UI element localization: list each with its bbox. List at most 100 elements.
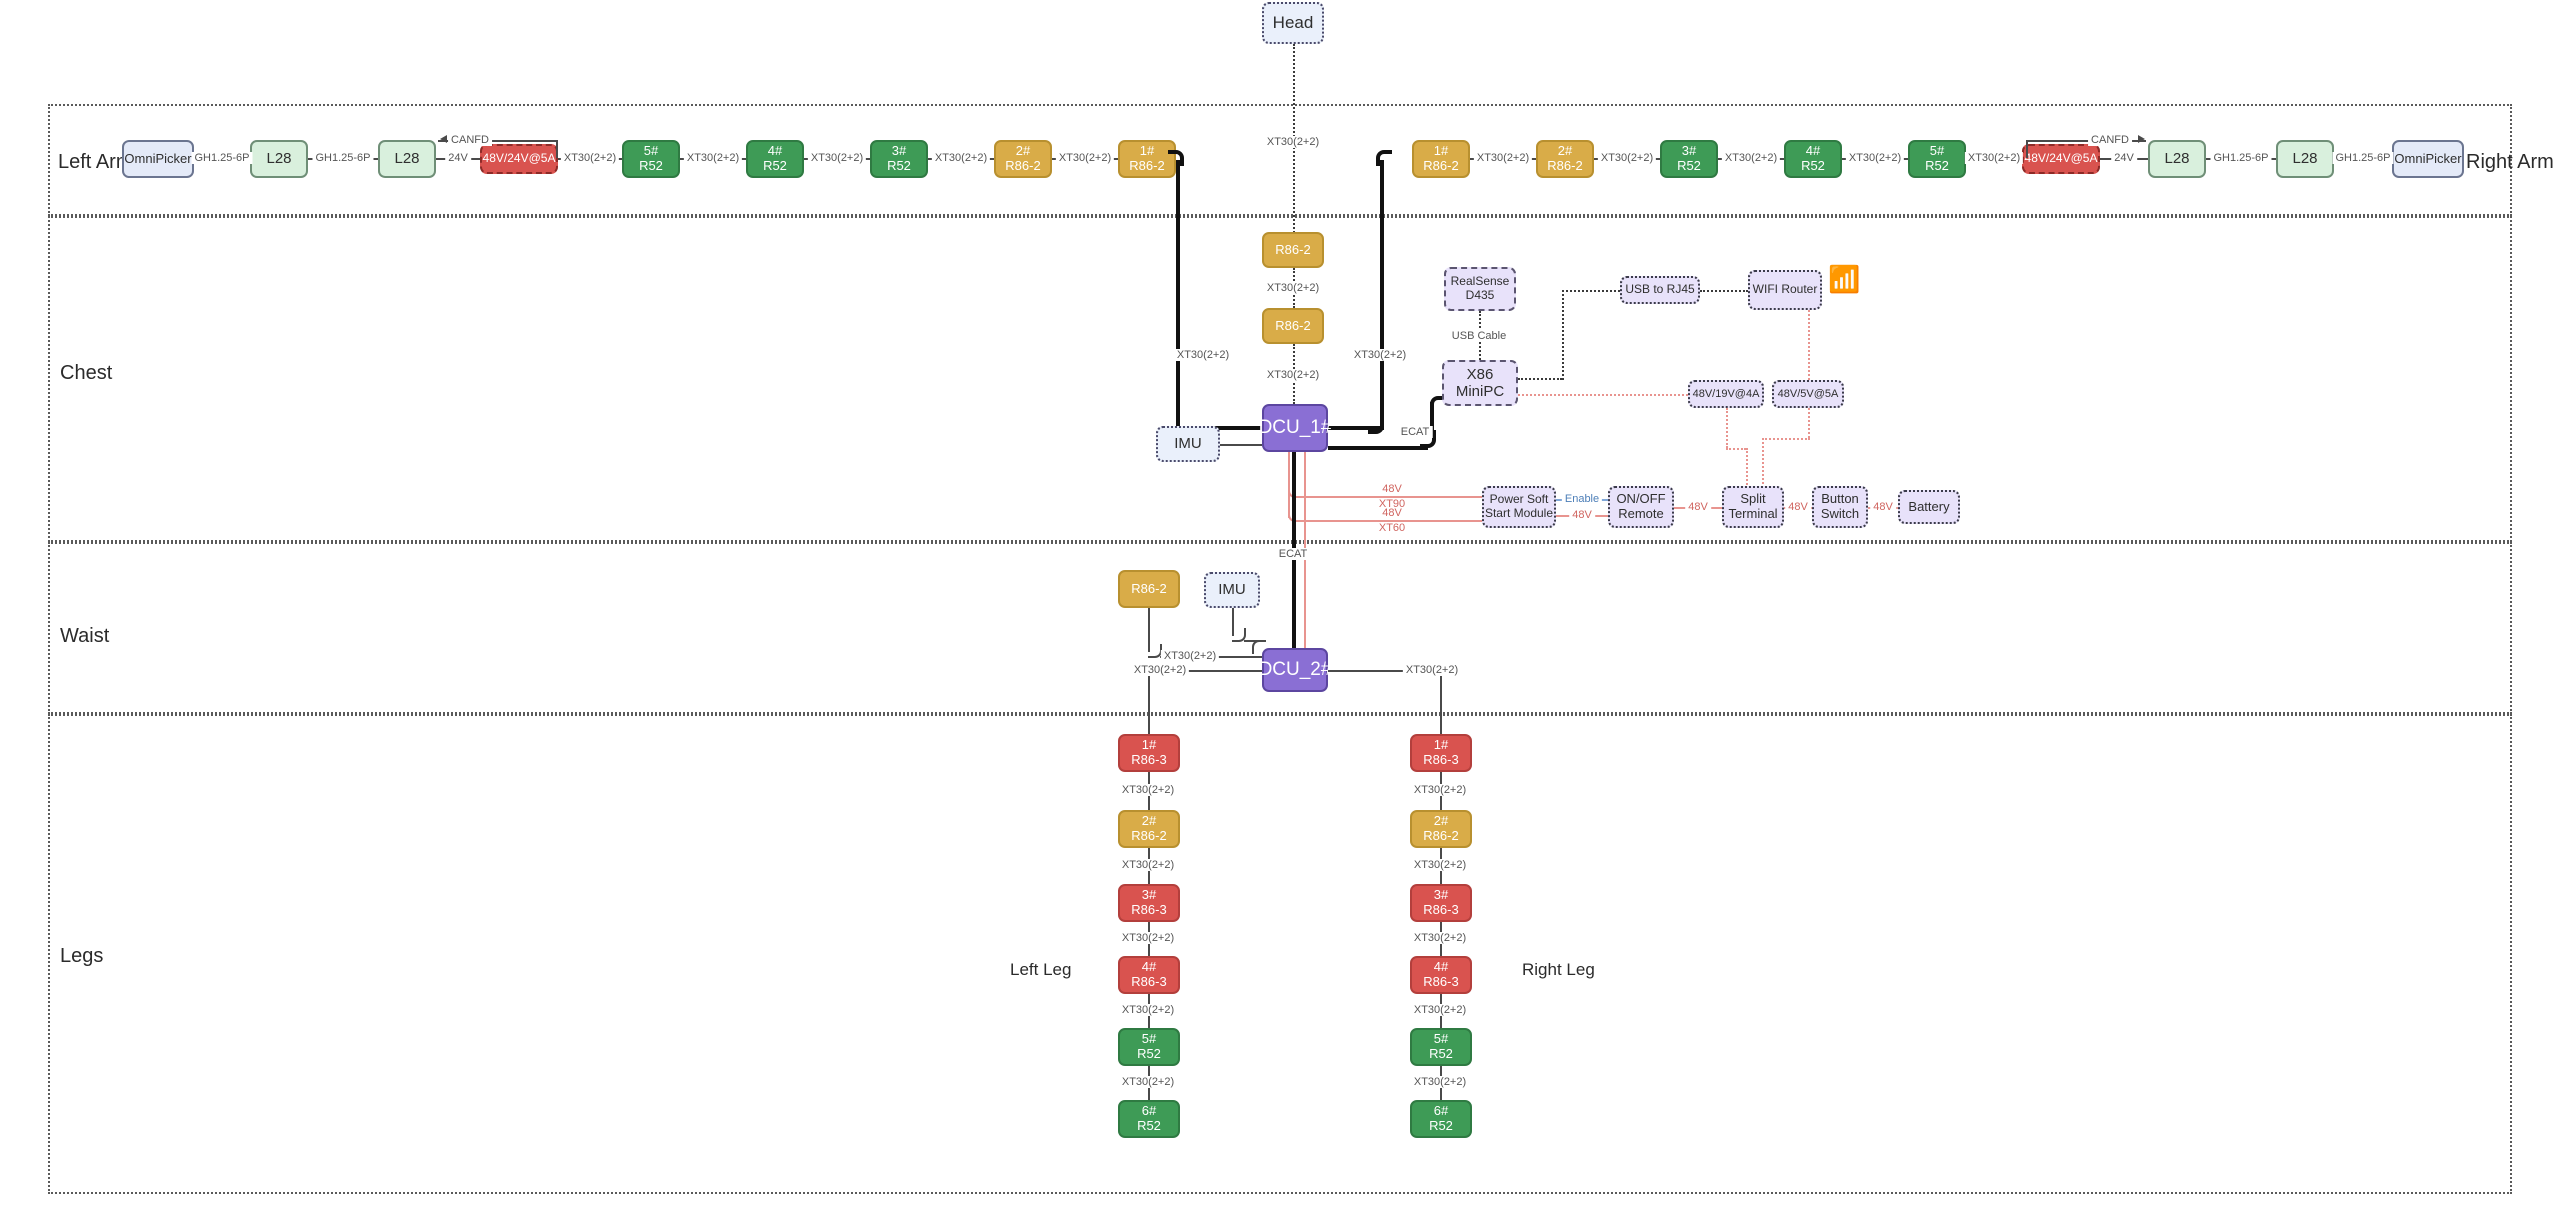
- node-left-leg-5-r52[interactable]: 5# R52: [1118, 1028, 1180, 1066]
- wire-ecat-v: [1430, 402, 1434, 432]
- node-label-line1: RealSense: [1450, 274, 1510, 289]
- wire-la-canfd-drop: [556, 140, 558, 158]
- node-left-leg-3-r86-3[interactable]: 3# R86-3: [1118, 884, 1180, 922]
- node-label-line2: MiniPC: [1455, 383, 1505, 400]
- wire-label-ra-2: XT30(2+2): [1721, 152, 1781, 164]
- node-left-arm-2-r86-2[interactable]: 2# R86-2: [994, 140, 1052, 178]
- node-left-arm-1-r86-2[interactable]: 1# R86-2: [1118, 140, 1176, 178]
- node-left-arm-5-r52[interactable]: 5# R52: [622, 140, 680, 178]
- node-label-line1: 6#: [1433, 1103, 1449, 1119]
- node-label-line2: R86-3: [1131, 902, 1167, 917]
- node-chest-neck-r86-1[interactable]: R86-2: [1262, 232, 1324, 268]
- arrow-ra-canfd-icon: [2138, 135, 2145, 143]
- wire-label-rl-4: XT30(2+2): [1410, 1004, 1470, 1016]
- wire-conv19v-down: [1726, 408, 1728, 448]
- node-label-line1: 1#: [1139, 143, 1155, 159]
- node-chest-neck-r86-2[interactable]: R86-2: [1262, 308, 1324, 344]
- node-left-arm-l28-1[interactable]: L28: [250, 140, 308, 178]
- node-left-leg-1-r86-3[interactable]: 1# R86-3: [1118, 734, 1180, 772]
- node-right-arm-2-r86-2[interactable]: 2# R86-2: [1536, 140, 1594, 178]
- node-label-line2: R86-2: [1423, 828, 1459, 843]
- node-label-line2: Switch: [1820, 506, 1860, 521]
- node-label-line2: R86-2: [1423, 158, 1459, 173]
- node-left-arm-3-r52[interactable]: 3# R52: [870, 140, 928, 178]
- node-right-arm-l28-2[interactable]: L28: [2276, 140, 2334, 178]
- node-label-line2: Start Module: [1484, 506, 1554, 520]
- node-right-leg-3-r86-3[interactable]: 3# R86-3: [1410, 884, 1472, 922]
- node-wifi-router[interactable]: WIFI Router: [1748, 270, 1822, 310]
- wire-minipc-to-usbrj45-b: [1562, 290, 1564, 380]
- node-right-leg-5-r52[interactable]: 5# R52: [1410, 1028, 1472, 1066]
- node-power-soft-start-module[interactable]: Power Soft Start Module: [1482, 486, 1556, 528]
- node-right-arm-3-r52[interactable]: 3# R52: [1660, 140, 1718, 178]
- wire-label-la-6: XT30(2+2): [931, 152, 991, 164]
- node-right-leg-4-r86-3[interactable]: 4# R86-3: [1410, 956, 1472, 994]
- node-split-terminal[interactable]: Split Terminal: [1722, 486, 1784, 528]
- node-label-line1: 3#: [1141, 887, 1157, 903]
- node-label-line1: 3#: [1433, 887, 1449, 903]
- wire-label-la-to-dcu: XT30(2+2): [1173, 349, 1233, 361]
- node-dcu-1[interactable]: DCU_1#: [1259, 404, 1331, 452]
- node-right-arm-5-r52[interactable]: 5# R52: [1908, 140, 1966, 178]
- node-converter-19v[interactable]: 48V/19V@4A: [1688, 380, 1764, 408]
- node-label-line1: 2#: [1557, 143, 1573, 159]
- node-label-line1: ON/OFF: [1616, 491, 1666, 507]
- wire-label-ll-4: XT30(2+2): [1118, 1004, 1178, 1016]
- wire-label-la-4: XT30(2+2): [683, 152, 743, 164]
- arrow-la-canfd-icon: [440, 135, 447, 143]
- node-label-line1: 3#: [891, 143, 907, 159]
- node-right-arm-4-r52[interactable]: 4# R52: [1784, 140, 1842, 178]
- node-label-line1: X86: [1466, 365, 1494, 383]
- node-label-line1: 5#: [1141, 1031, 1157, 1047]
- node-waist-imu[interactable]: IMU: [1204, 572, 1260, 608]
- wire-minipc-to-conv19v-a: [1518, 394, 1688, 396]
- wire-la-to-dcu-corner: [1168, 150, 1184, 166]
- wire-dcu2-to-right-leg: [1328, 670, 1442, 672]
- wire-label-right-leg: XT30(2+2): [1402, 664, 1462, 676]
- node-right-arm-converter[interactable]: 48V/24V@5A: [2022, 144, 2100, 174]
- node-onoff-remote[interactable]: ON/OFF Remote: [1608, 486, 1674, 528]
- wire-ra-canfd-drop: [2026, 140, 2028, 158]
- node-right-arm-1-r86-2[interactable]: 1# R86-2: [1412, 140, 1470, 178]
- node-converter-5v[interactable]: 48V/5V@5A: [1772, 380, 1844, 408]
- node-label-line1: 3#: [1681, 143, 1697, 159]
- node-chest-imu[interactable]: IMU: [1156, 426, 1220, 462]
- wire-label-ra-to-dcu: XT30(2+2): [1350, 349, 1410, 361]
- node-right-leg-6-r52[interactable]: 6# R52: [1410, 1100, 1472, 1138]
- label-right-leg: Right Leg: [1522, 960, 1595, 979]
- node-left-arm-omnipicker[interactable]: OmniPicker: [122, 140, 194, 178]
- node-waist-r86-2[interactable]: R86-2: [1118, 570, 1180, 608]
- node-right-leg-1-r86-3[interactable]: 1# R86-3: [1410, 734, 1472, 772]
- node-button-switch[interactable]: Button Switch: [1812, 486, 1868, 528]
- wire-label-la-5: XT30(2+2): [807, 152, 867, 164]
- node-left-leg-2-r86-2[interactable]: 2# R86-2: [1118, 810, 1180, 848]
- node-label-line2: R52: [763, 158, 787, 173]
- wire-label-ra-3: XT30(2+2): [1845, 152, 1905, 164]
- node-label-line1: 2#: [1433, 813, 1449, 829]
- node-right-arm-omnipicker[interactable]: OmniPicker: [2392, 140, 2464, 178]
- wire-ra-to-dcu-v: [1380, 160, 1384, 428]
- node-head[interactable]: Head: [1262, 2, 1324, 44]
- node-label: 48V/24V@5A: [482, 151, 556, 166]
- node-left-arm-4-r52[interactable]: 4# R52: [746, 140, 804, 178]
- wire-label-rl-2: XT30(2+2): [1410, 859, 1470, 871]
- node-left-leg-6-r52[interactable]: 6# R52: [1118, 1100, 1180, 1138]
- node-label: DCU_2#: [1258, 659, 1332, 681]
- node-right-leg-2-r86-2[interactable]: 2# R86-2: [1410, 810, 1472, 848]
- node-label-line1: 4#: [767, 143, 783, 159]
- wire-waist-imu-v: [1232, 608, 1234, 636]
- node-right-arm-l28-1[interactable]: L28: [2148, 140, 2206, 178]
- node-left-leg-4-r86-3[interactable]: 4# R86-3: [1118, 956, 1180, 994]
- node-x86-minipc[interactable]: X86 MiniPC: [1442, 360, 1518, 406]
- node-label-line2: R86-2: [1131, 828, 1167, 843]
- node-dcu-2[interactable]: DCU_2#: [1259, 648, 1331, 692]
- node-left-arm-converter[interactable]: 48V/24V@5A: [480, 144, 558, 174]
- node-left-arm-l28-2[interactable]: L28: [378, 140, 436, 178]
- node-battery[interactable]: Battery: [1898, 490, 1960, 524]
- wire-label-head-link: XT30(2+2): [1263, 136, 1323, 148]
- wire-label-ll-3: XT30(2+2): [1118, 932, 1178, 944]
- wire-conv5v-down: [1808, 408, 1810, 438]
- node-usb-to-rj45[interactable]: USB to RJ45: [1620, 276, 1700, 304]
- wire-label-rl-1: XT30(2+2): [1410, 784, 1470, 796]
- node-realsense-d435[interactable]: RealSense D435: [1444, 267, 1516, 311]
